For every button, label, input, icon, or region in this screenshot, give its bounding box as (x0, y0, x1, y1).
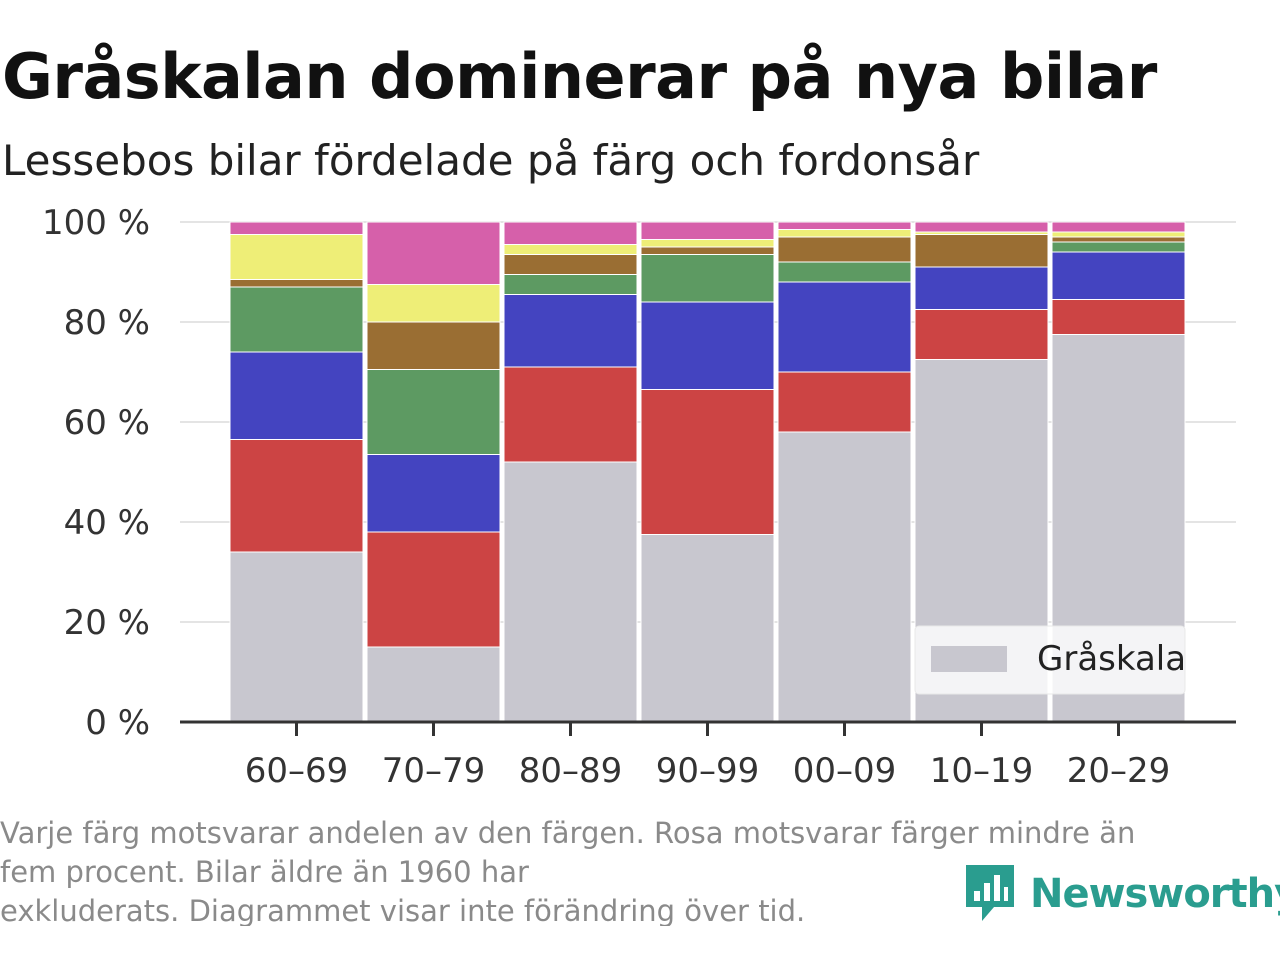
bar-segment (366, 454, 501, 533)
bar-segment (503, 366, 638, 463)
bar-segment (503, 461, 638, 723)
newsworthy-logo-icon (966, 865, 1014, 921)
bar-segment (777, 229, 912, 238)
x-tick-label: 10–19 (930, 751, 1034, 791)
bar-segment (229, 351, 364, 440)
bar-segment (640, 239, 775, 248)
bar-segment (914, 266, 1049, 310)
x-tick-label: 20–29 (1067, 751, 1171, 791)
bar-segment (640, 221, 775, 240)
stacked-bar-chart: 60–69 70–79 80–89 90–99 00–09 10–19 20–29 0 % 2… (42, 203, 1236, 791)
bar-segment (1051, 236, 1186, 243)
y-tick-label: 0 % (85, 703, 150, 743)
legend-label: Gråskala (1037, 639, 1186, 679)
bar-segment (229, 234, 364, 280)
bar-segment (366, 531, 501, 648)
bar-segment (914, 234, 1049, 268)
bar-segment (366, 646, 501, 723)
footnote-line: exkluderats. Diagrammet visar inte förän… (0, 894, 806, 926)
bar-segment (777, 371, 912, 433)
bar-segment (640, 389, 775, 535)
bar-segment (366, 369, 501, 455)
bars (229, 221, 1186, 723)
x-tick-label: 00–09 (793, 751, 897, 791)
bar-segment (229, 551, 364, 723)
legend-swatch (931, 646, 1007, 672)
chart-subtitle: Lessebos bilar fördelade på färg och for… (2, 136, 980, 185)
bar-segment (366, 284, 501, 323)
bar-segment (640, 301, 775, 390)
chart-title: Gråskalan dominerar på nya bilar (2, 40, 1157, 113)
bar-segment (1051, 241, 1186, 253)
bar-segment (640, 534, 775, 723)
bar-segment (777, 281, 912, 373)
x-tick-label: 70–79 (382, 751, 486, 791)
bar-segment (1051, 221, 1186, 233)
bar-segment (503, 274, 638, 295)
brand-logo: Newsworthy (964, 862, 1280, 926)
bar-segment (366, 221, 501, 285)
x-tick-label: 90–99 (656, 751, 760, 791)
bar-segment (503, 244, 638, 255)
bar-segment (229, 286, 364, 353)
legend: Gråskala (914, 625, 1186, 695)
bar-segment (503, 221, 638, 245)
bar-segment (914, 309, 1049, 360)
y-axis: 0 % 20 % 40 % 60 % 80 % 100 % (42, 203, 150, 743)
bar-segment (229, 221, 364, 235)
bar-segment (1051, 299, 1186, 335)
y-tick-label: 40 % (64, 503, 150, 543)
brand-name: Newsworthy (1030, 871, 1280, 917)
bar-segment (503, 294, 638, 368)
y-tick-label: 100 % (42, 203, 150, 243)
bar-segment (777, 221, 912, 230)
bar-segment (229, 439, 364, 553)
y-tick-label: 20 % (64, 603, 150, 643)
bar-segment (914, 221, 1049, 233)
y-tick-label: 80 % (64, 303, 150, 343)
bar-segment (229, 279, 364, 288)
y-tick-label: 60 % (64, 403, 150, 443)
bar-segment (777, 431, 912, 723)
bar-segment (366, 321, 501, 370)
bar-segment (777, 236, 912, 263)
bar-segment (1051, 251, 1186, 300)
x-tick-label: 60–69 (245, 751, 349, 791)
x-tick-label: 80–89 (519, 751, 623, 791)
x-axis: 60–69 70–79 80–89 90–99 00–09 10–19 20–29 (180, 720, 1236, 791)
bar-segment (640, 254, 775, 303)
bar-segment (1051, 231, 1186, 238)
footnote-line: fem procent. Bilar äldre än 1960 har (0, 855, 529, 889)
footnote: Varje färg motsvarar andelen av den färg… (0, 814, 1250, 926)
bar-segment (503, 254, 638, 275)
legend-box (914, 625, 1186, 695)
footnote-line: Varje färg motsvarar andelen av den färg… (0, 816, 1136, 850)
bar-segment (640, 246, 775, 255)
bar-segment (777, 261, 912, 283)
